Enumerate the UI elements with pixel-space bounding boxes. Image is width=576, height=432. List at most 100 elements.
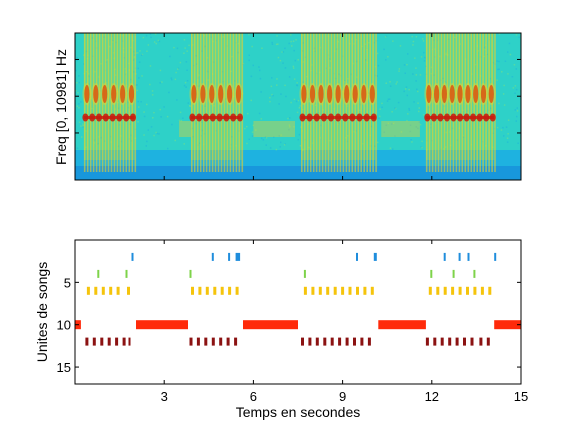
spectrogram-noise xyxy=(85,146,87,148)
spectrogram-pulse-upper xyxy=(457,85,463,103)
spectrogram-noise xyxy=(133,50,135,53)
unit-segment xyxy=(219,337,223,346)
spectrogram-streak xyxy=(309,33,312,172)
spectrogram-noise xyxy=(367,92,370,94)
spectrogram-pulse-lower xyxy=(463,113,470,122)
spectrogram-noise xyxy=(279,59,282,62)
spectrogram-noise xyxy=(346,105,349,107)
unit-segment xyxy=(318,286,322,295)
spectrogram-noise xyxy=(417,102,419,104)
spectrogram-noise xyxy=(179,61,182,64)
spectrogram-noise xyxy=(430,123,432,125)
spectrogram-noise xyxy=(187,102,189,104)
spectrogram-pulse-glow xyxy=(479,83,488,105)
spectrogram-streak xyxy=(375,33,377,172)
spectrogram-noise xyxy=(343,81,346,83)
spectrogram-noise xyxy=(383,131,385,133)
spectrogram-pulse-upper xyxy=(361,85,367,103)
spectrogram-noise xyxy=(359,109,361,112)
spectrogram-streak xyxy=(119,33,122,172)
spectrogram-pulse-upper xyxy=(335,85,341,103)
spectrogram-noise xyxy=(143,134,145,136)
spectrogram-noise xyxy=(186,80,189,82)
spectrogram-noise xyxy=(123,57,125,59)
spectrogram-noise xyxy=(302,81,304,83)
unit-segment xyxy=(301,337,304,346)
spectrogram-noise xyxy=(329,139,331,142)
spectrogram-noise xyxy=(408,109,411,111)
unit-segment xyxy=(213,286,217,295)
spectrogram-streak xyxy=(226,33,229,172)
spectrogram-noise xyxy=(265,144,267,146)
spectrogram-pulse-glow xyxy=(225,83,235,105)
spectrogram-noise xyxy=(388,98,391,100)
spectrogram-band-lower xyxy=(190,116,242,119)
unit-segment xyxy=(97,269,100,278)
spectrogram-noise xyxy=(276,78,278,80)
spectrogram-noise xyxy=(179,111,182,114)
spectrogram-pulse-upper xyxy=(301,85,307,103)
spectrogram-pulse-upper xyxy=(200,85,206,103)
spectrogram-streak xyxy=(223,33,226,172)
spectrogram-streak xyxy=(446,33,449,172)
spectrogram-noise xyxy=(415,36,418,38)
unit-segment xyxy=(448,337,452,346)
spectrogram-noise xyxy=(290,40,292,43)
unit-segment xyxy=(360,337,364,346)
spectrogram-noise xyxy=(422,40,425,42)
spectrogram-noise xyxy=(302,42,305,44)
spectrogram-noise xyxy=(159,82,161,84)
spectrogram-noise xyxy=(394,107,396,109)
spectrogram-noise xyxy=(415,67,417,69)
spectrogram-streak xyxy=(339,33,342,172)
spectrogram-pulse-lower xyxy=(424,113,431,122)
unit-segment xyxy=(473,286,477,295)
spectrogram-streak xyxy=(116,33,119,172)
spectrogram-noise xyxy=(469,88,471,90)
spectrogram-pulse-glow xyxy=(350,83,360,105)
spectrogram-noise xyxy=(396,81,398,83)
spectrogram-noise xyxy=(93,142,96,144)
unit-segment xyxy=(226,337,230,346)
spectrogram-noise xyxy=(288,124,291,126)
spectrogram-noise xyxy=(180,119,183,122)
spectrogram-pulse-glow xyxy=(342,83,352,105)
spectrogram-noise xyxy=(78,75,80,77)
spectrogram-noise xyxy=(212,61,215,63)
spectrogram-noise xyxy=(222,81,225,83)
spectrogram-streak xyxy=(199,33,202,172)
spectrogram-noise xyxy=(270,85,273,88)
spectrogram-noise xyxy=(149,33,152,35)
spectrogram-noise xyxy=(231,55,233,58)
spectrogram-noise xyxy=(297,99,300,102)
spectrogram-noise xyxy=(442,148,445,150)
unit-segment xyxy=(378,320,426,330)
spectrogram-noise xyxy=(311,142,314,144)
spectrogram-noise xyxy=(293,49,295,52)
spectrogram-noise xyxy=(83,54,85,56)
unit-segment xyxy=(92,337,96,346)
spectrogram-noise xyxy=(356,76,358,78)
spectrogram-pulse-lower xyxy=(196,113,203,122)
spectrogram-pulse-lower xyxy=(489,113,496,122)
units-background xyxy=(75,240,521,384)
unit-segment xyxy=(128,337,131,346)
spectrogram-noise xyxy=(395,83,397,85)
spectrogram-noise xyxy=(159,108,161,111)
spectrogram-pulse-glow xyxy=(316,83,326,105)
spectrogram-noise xyxy=(141,54,143,56)
spectrogram-pulse-lower xyxy=(320,113,327,122)
spectrogram-pulse-glow xyxy=(82,83,92,105)
spectrogram-noise xyxy=(186,50,188,52)
spectrogram-pulse-glow xyxy=(432,83,442,105)
spectrogram-pulse-lower xyxy=(356,113,363,122)
spectrogram-streak xyxy=(324,33,327,172)
spectrogram-noise xyxy=(176,99,178,101)
spectrogram-pulse-lower xyxy=(342,113,349,122)
spectrogram-noise xyxy=(447,38,450,40)
spectrogram-noise xyxy=(146,140,148,143)
spectrogram-noise xyxy=(176,47,179,50)
spectrogram-pulse-glow xyxy=(325,83,335,105)
spectrogram-noise xyxy=(195,122,198,125)
